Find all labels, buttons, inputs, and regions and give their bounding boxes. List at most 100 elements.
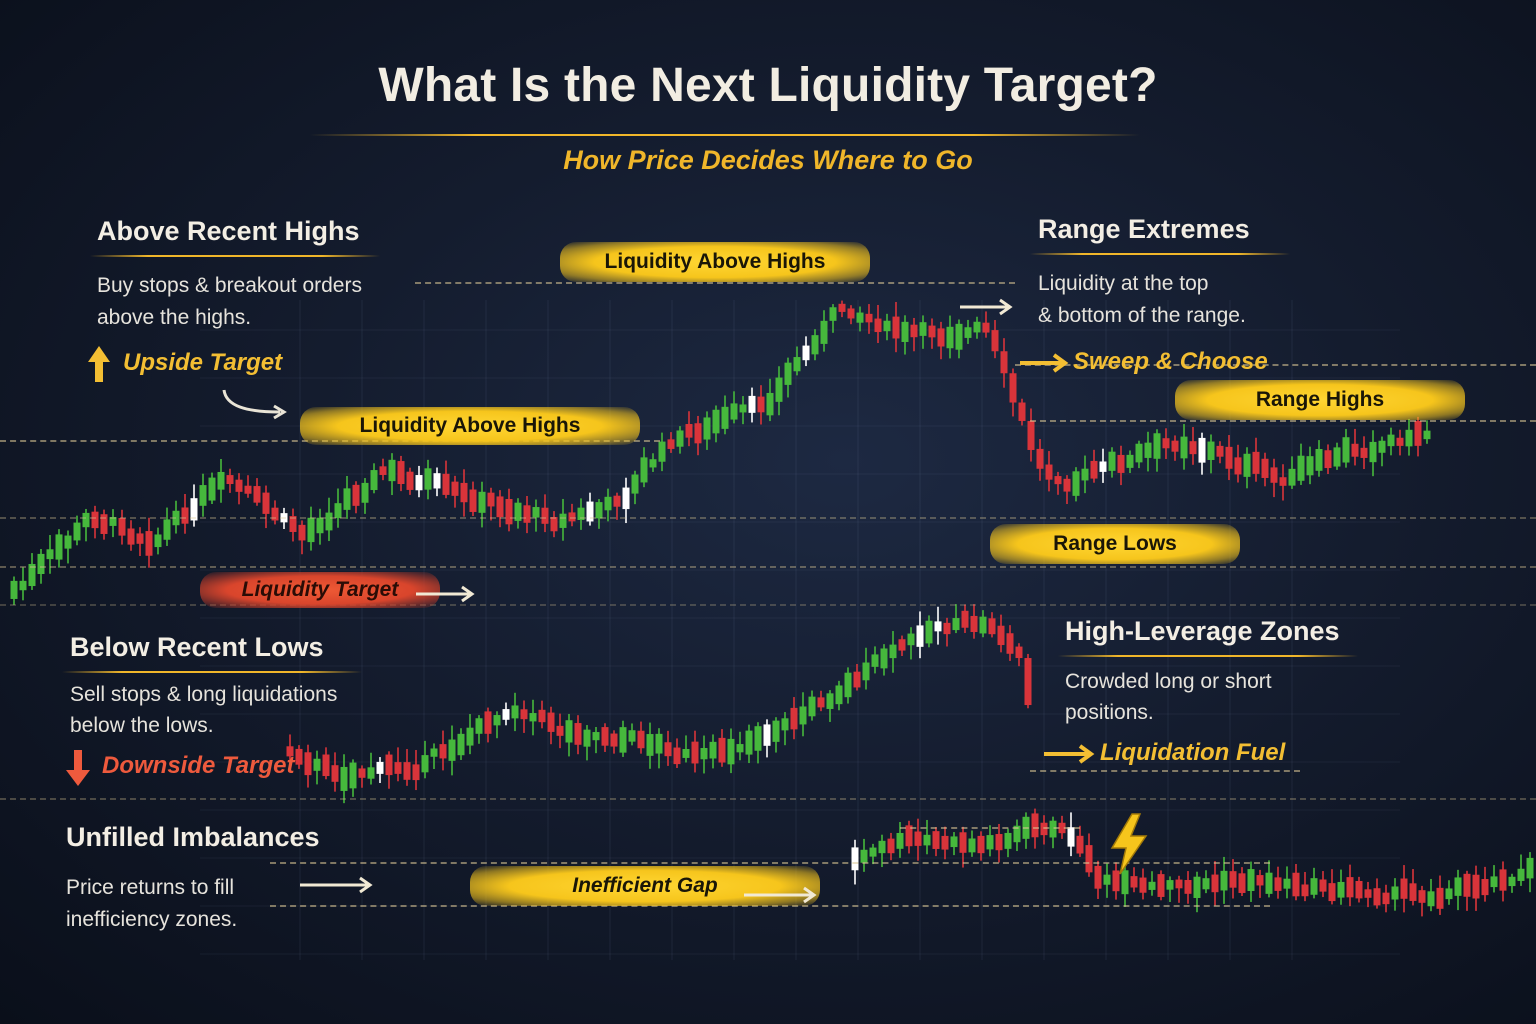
target-sweep-choose: Sweep & Choose	[1073, 348, 1268, 375]
candle-body	[532, 507, 540, 518]
candle-body	[1319, 879, 1327, 892]
candle-body	[217, 471, 225, 490]
candle-body	[1418, 890, 1426, 903]
arrow-right-icon	[744, 886, 817, 904]
candle-body	[1126, 454, 1134, 468]
candle-body	[199, 485, 207, 506]
candle-body	[1004, 832, 1012, 849]
candle-body	[676, 430, 684, 447]
target-upside: Upside Target	[123, 349, 283, 376]
arrow-up-icon	[88, 346, 110, 382]
candle-body	[244, 485, 252, 494]
candle-body	[1085, 845, 1093, 873]
candle-body	[1054, 476, 1062, 485]
candle-body	[556, 725, 564, 736]
candle-body	[610, 733, 618, 747]
candle-body	[406, 471, 414, 490]
candle-body	[883, 320, 891, 332]
candle-body	[955, 323, 963, 350]
candle-body	[460, 482, 468, 503]
band-range-lows: Range Lows	[990, 524, 1240, 564]
candle-body	[412, 764, 420, 781]
candle-body	[1243, 453, 1251, 477]
candle-body	[1328, 883, 1336, 902]
candle-body	[808, 696, 816, 717]
candle-body	[1067, 827, 1075, 847]
candle-body	[820, 320, 828, 344]
candle-body	[905, 825, 913, 847]
candle-body	[433, 473, 441, 489]
candle-body	[613, 495, 621, 507]
candle-body	[604, 496, 612, 511]
candle-body	[847, 308, 855, 319]
candle-body	[889, 644, 897, 659]
candle-body	[988, 618, 996, 635]
candle-body	[376, 761, 384, 774]
candle-body	[754, 726, 762, 751]
desc-imbalance-line2: inefficiency zones.	[66, 908, 238, 931]
candle-body	[649, 459, 657, 468]
candle-body	[943, 622, 951, 635]
candle-body	[1139, 877, 1147, 893]
band-liquidity-above-highs-left: Liquidity Above Highs	[300, 407, 640, 445]
candle-body	[1463, 873, 1471, 897]
level-line-liquidity-target	[0, 604, 1536, 606]
candle-body	[1121, 870, 1129, 895]
candle-body	[1157, 874, 1165, 897]
candle-body	[385, 754, 393, 776]
candle-body	[1090, 460, 1098, 479]
candle-body	[1013, 825, 1021, 843]
candle-body	[1333, 447, 1341, 467]
candle-body	[10, 580, 18, 599]
candle-body	[28, 563, 36, 587]
candle-body	[892, 316, 900, 339]
candle-body	[829, 307, 837, 321]
candle-body	[1346, 877, 1354, 898]
candle-body	[925, 620, 933, 644]
candle-body	[691, 741, 699, 764]
arrow-right-icon	[300, 876, 373, 894]
candle-body	[487, 492, 495, 507]
candle-body	[1130, 876, 1138, 888]
candle-body	[835, 685, 843, 705]
candle-body	[1351, 443, 1359, 457]
candle-body	[977, 835, 985, 854]
candle-body	[145, 531, 153, 556]
candle-body	[628, 730, 636, 742]
candle-body	[910, 324, 918, 338]
candle-body	[253, 486, 261, 503]
candle-body	[262, 492, 270, 514]
arrow-right-icon	[1044, 744, 1095, 764]
candle-body	[1072, 471, 1080, 496]
title-underline	[310, 134, 1140, 136]
heading-underline-above-highs	[90, 255, 380, 257]
candle-body	[1009, 373, 1017, 403]
candle-body	[898, 639, 906, 651]
candle-body	[550, 517, 558, 532]
candle-body	[1063, 478, 1071, 492]
candle-body	[727, 738, 735, 765]
candle-body	[851, 847, 859, 871]
desc-above-highs-line1: Buy stops & breakout orders	[97, 274, 362, 297]
candle-body	[394, 762, 402, 774]
candle-body	[871, 654, 879, 667]
candle-body	[1517, 868, 1525, 881]
candle-body	[1310, 878, 1318, 895]
candle-body	[592, 732, 600, 741]
candle-body	[1373, 888, 1381, 906]
candle-body	[979, 616, 987, 634]
candle-body	[1499, 869, 1507, 891]
candle-body	[1148, 881, 1156, 890]
candle-body	[637, 730, 645, 749]
candle-body	[349, 762, 357, 789]
lightning-icon	[1110, 813, 1148, 875]
candle-body	[1081, 468, 1089, 481]
candle-body	[1076, 835, 1084, 854]
candle-body	[923, 834, 931, 846]
candle-body	[811, 335, 819, 355]
candle-body	[862, 662, 870, 681]
candle-body	[370, 470, 378, 491]
candle-body	[1094, 865, 1102, 889]
candle-body	[448, 739, 456, 761]
arrow-down-icon	[66, 750, 90, 786]
